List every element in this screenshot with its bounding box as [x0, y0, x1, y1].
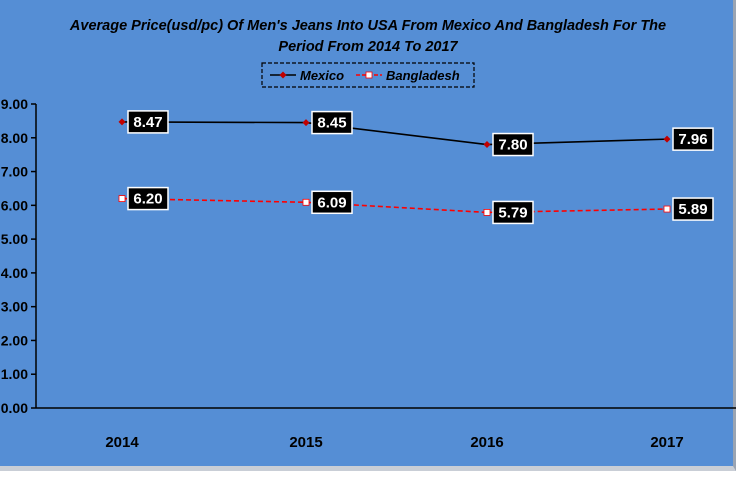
legend-label-mexico: Mexico: [300, 68, 344, 83]
x-tick-label: 2014: [105, 434, 139, 451]
marker-mexico: [302, 119, 310, 127]
y-tick-label: 8.00: [1, 130, 28, 146]
chart-title-line-1: Average Price(usd/pc) Of Men's Jeans Int…: [69, 18, 667, 34]
data-label-mexico: 7.96: [672, 127, 714, 151]
marker-bangladesh: [663, 205, 671, 213]
data-label-text: 8.47: [133, 114, 162, 131]
legend-marker-bangladesh: [365, 71, 373, 79]
series-line-mexico: [121, 121, 668, 146]
chart-title: Average Price(usd/pc) Of Men's Jeans Int…: [0, 16, 736, 58]
data-label-box: [127, 186, 169, 211]
data-label-bangladesh: 5.79: [492, 200, 534, 225]
y-tick-label: 7.00: [1, 164, 28, 180]
legend: Mexico Bangladesh: [261, 62, 475, 88]
data-label-bangladesh: 6.09: [311, 190, 353, 215]
data-label-text: 5.89: [678, 201, 707, 218]
data-label-box: [672, 127, 714, 151]
marker-bangladesh: [118, 195, 126, 202]
marker-bangladesh: [483, 209, 491, 216]
series-group: [118, 118, 671, 216]
data-label-bangladesh: 6.20: [127, 186, 169, 211]
y-tick-label: 2.00: [1, 332, 28, 348]
data-label-box: [492, 200, 534, 225]
data-label-mexico: 8.45: [311, 110, 353, 135]
data-label-mexico: 7.80: [492, 132, 534, 157]
x-tick-label: 2016: [470, 434, 503, 451]
data-label-box: [311, 190, 353, 215]
y-tick-label: 5.00: [1, 231, 28, 247]
data-label-text: 7.80: [498, 137, 527, 154]
marker-mexico: [118, 118, 126, 126]
y-tick-label: 9.00: [1, 96, 28, 112]
series-line-bangladesh: [121, 197, 668, 214]
data-label-text: 6.09: [317, 194, 346, 211]
chart-title-line-2: Period From 2014 To 2017: [278, 39, 458, 55]
marker-mexico: [483, 141, 491, 149]
y-tick-label: 4.00: [1, 265, 28, 281]
y-tick-label: 3.00: [1, 299, 28, 315]
legend-box: [261, 62, 475, 88]
data-labels: 8.47 8.45 7.80 7.96 6.20 6.09 5.79 5.89: [127, 110, 714, 225]
y-tick-label: 6.00: [1, 197, 28, 213]
marker-mexico: [663, 135, 671, 143]
data-label-box: [311, 110, 353, 135]
data-label-text: 7.96: [678, 131, 707, 148]
x-tick-label: 2017: [650, 434, 683, 451]
data-label-box: [672, 197, 714, 221]
legend-label-bangladesh: Bangladesh: [386, 68, 460, 83]
y-tick-label: 0.00: [1, 400, 28, 416]
data-label-text: 8.45: [317, 115, 346, 132]
y-tick-label: 1.00: [1, 366, 28, 382]
x-tick-label: 2015: [289, 434, 322, 451]
data-label-box: [127, 110, 169, 134]
marker-bangladesh: [302, 198, 310, 206]
data-label-text: 5.79: [498, 204, 527, 221]
data-label-box: [492, 132, 534, 157]
axes: 0.00 1.00 2.00 3.00 4.00 5.00 6.00 7.00 8.00 9.00…: [1, 96, 736, 451]
data-label-text: 6.20: [133, 191, 162, 208]
data-label-bangladesh: 5.89: [672, 197, 714, 221]
legend-marker-mexico: [279, 71, 287, 79]
data-label-mexico: 8.47: [127, 110, 169, 134]
